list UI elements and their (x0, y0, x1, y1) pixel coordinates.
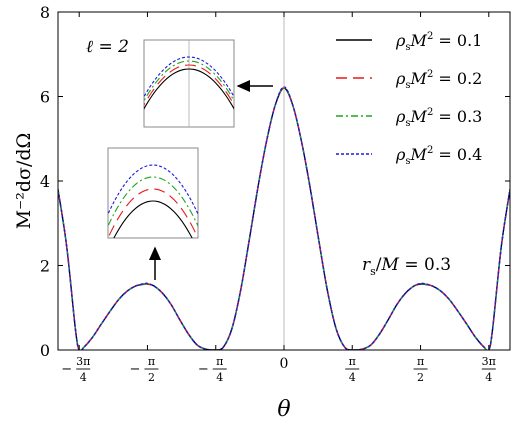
legend-entry-4: ρsM2 = 0.4 (336, 145, 482, 167)
svg-text:−: − (61, 362, 72, 377)
inset-top (143, 39, 235, 128)
y-axis-ticks: 0 2 4 6 8 (40, 3, 510, 360)
svg-text:2: 2 (148, 371, 155, 384)
svg-text:−: − (198, 362, 209, 377)
x-tick-label: 3π4 (482, 355, 496, 384)
svg-text:−: − (130, 362, 141, 377)
svg-text:4: 4 (80, 371, 87, 384)
svg-text:ρsM2 = 0.3: ρsM2 = 0.3 (395, 107, 482, 129)
svg-text:ρsM2 = 0.1: ρsM2 = 0.1 (395, 31, 482, 53)
rs-annotation: rs/M = 0.3 (362, 255, 451, 278)
svg-text:ρsM2 = 0.4: ρsM2 = 0.4 (395, 145, 482, 167)
legend-entry-3: ρsM2 = 0.3 (336, 107, 482, 129)
svg-text:2: 2 (417, 371, 424, 384)
y-tick-label: 6 (40, 88, 50, 107)
svg-text:π: π (148, 355, 155, 368)
svg-text:π: π (216, 355, 223, 368)
y-tick-label: 4 (40, 172, 50, 191)
svg-text:4: 4 (485, 371, 492, 384)
x-tick-label: π 2− (130, 355, 159, 384)
ell-annotation: ℓ = 2 (86, 37, 129, 57)
x-tick-label: π4 (345, 355, 360, 384)
y-axis-title: M⁻²dσ/dΩ (13, 133, 35, 230)
svg-text:4: 4 (216, 371, 223, 384)
svg-text:ρsM2 = 0.2: ρsM2 = 0.2 (395, 69, 482, 91)
svg-text:π: π (349, 355, 356, 368)
inset-series-line-1 (144, 68, 234, 110)
svg-text:3π: 3π (76, 355, 90, 368)
x-tick-label: π 4− (198, 355, 227, 384)
legend-entry-2: ρsM2 = 0.2 (336, 69, 482, 91)
y-tick-label: 0 (40, 341, 50, 360)
x-tick-label: 3π 4− (61, 355, 90, 384)
legend-entry-1: ρsM2 = 0.1 (336, 31, 482, 53)
inset-left (107, 147, 199, 239)
inset-series-line-2 (108, 188, 198, 238)
inset-series-line-2 (144, 64, 234, 106)
x-tick-label: π2 (413, 355, 428, 384)
svg-text:3π: 3π (482, 355, 496, 368)
y-tick-label: 8 (40, 3, 50, 22)
inset-series-line-3 (144, 60, 234, 102)
inset-series-line-4 (144, 56, 234, 98)
inset-series-line-1 (113, 200, 193, 238)
x-tick-label: 0 (280, 356, 289, 372)
svg-text:4: 4 (349, 371, 356, 384)
svg-text:0: 0 (280, 356, 289, 372)
x-axis-title: θ (277, 397, 290, 422)
legend: ρsM2 = 0.1 ρsM2 = 0.2 ρsM2 = 0.3 ρsM2 = 0.4 (336, 31, 482, 167)
svg-text:π: π (417, 355, 424, 368)
y-tick-label: 2 (40, 257, 50, 276)
